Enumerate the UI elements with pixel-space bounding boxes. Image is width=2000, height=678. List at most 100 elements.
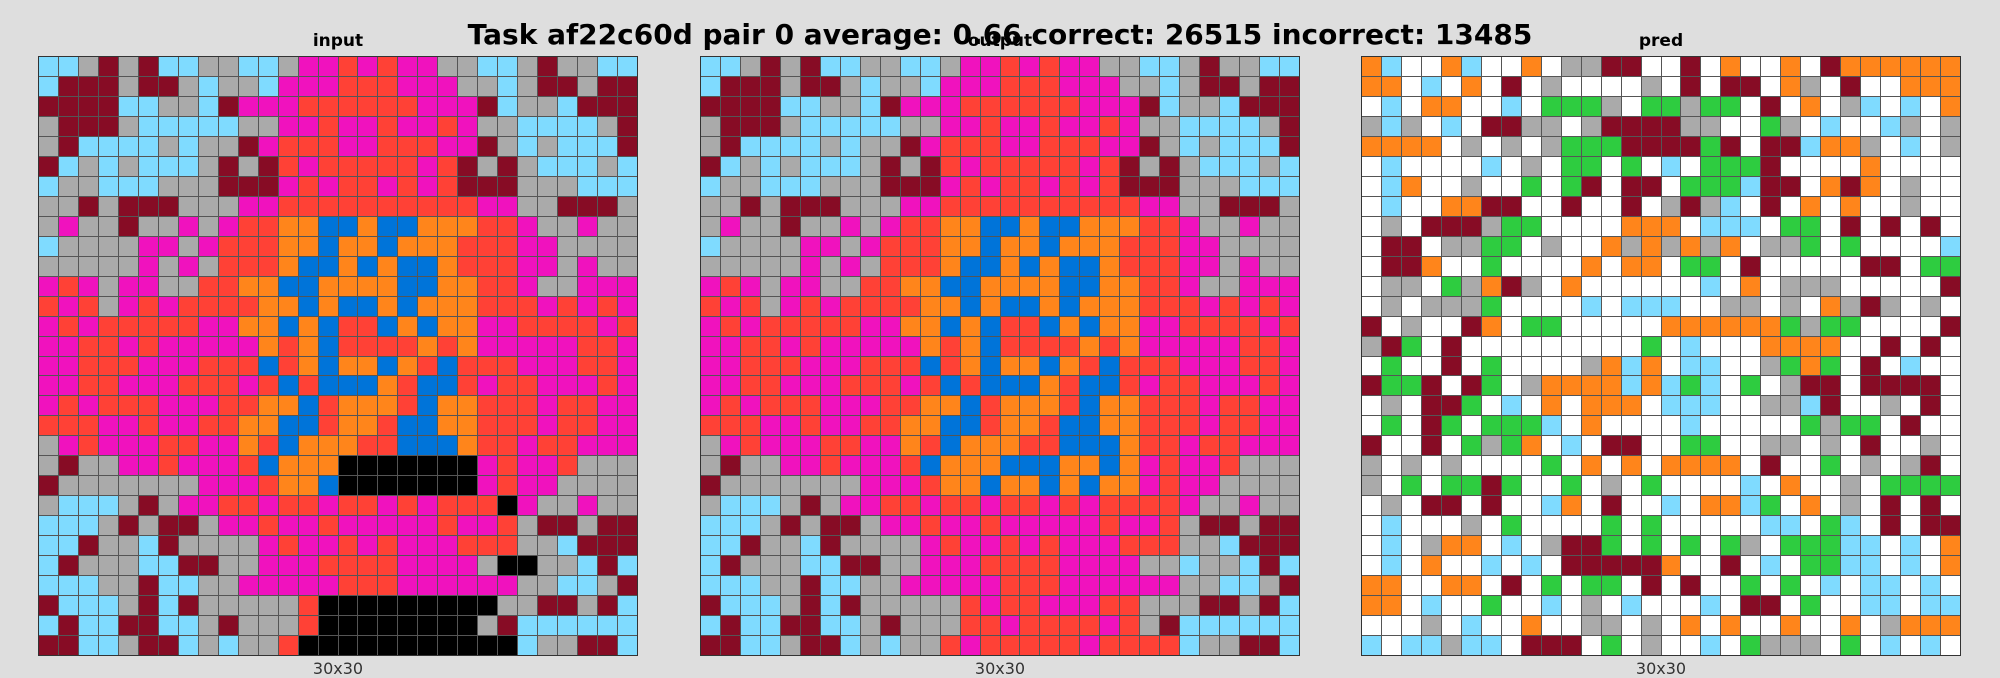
grid-cell [1781, 296, 1801, 316]
grid-cell [1381, 396, 1401, 416]
grid-cell [1080, 316, 1100, 336]
grid-cell [1240, 57, 1260, 76]
grid-cell [98, 336, 118, 356]
grid-cell [1040, 156, 1060, 176]
grid-cell [1581, 156, 1601, 176]
grid-cell [178, 76, 198, 96]
grid-cell [1220, 57, 1240, 76]
grid-cell [720, 216, 740, 236]
grid-cell [1481, 556, 1501, 576]
grid-cell [1220, 216, 1240, 236]
grid-cell [701, 96, 720, 116]
grid-cell [760, 216, 780, 236]
grid-cell [418, 556, 438, 576]
grid-cell [118, 596, 138, 616]
grid-cell [1861, 96, 1881, 116]
grid-cell [278, 136, 298, 156]
grid-cell [980, 116, 1000, 136]
grid-cell [1020, 57, 1040, 76]
grid-cell [198, 96, 218, 116]
grid-cell [880, 556, 900, 576]
grid-cell [820, 476, 840, 496]
grid-cell [701, 416, 720, 436]
grid-cell [178, 176, 198, 196]
grid-cell [1901, 556, 1921, 576]
grid-cell [558, 596, 578, 616]
grid-cell [1080, 496, 1100, 516]
grid-cell [1681, 216, 1701, 236]
grid-cell [598, 456, 618, 476]
grid-cell [1441, 496, 1461, 516]
grid-cell [1240, 276, 1260, 296]
grid-cell [1280, 296, 1299, 316]
grid-cell [458, 216, 478, 236]
grid-cell [178, 576, 198, 596]
grid-cell [58, 416, 78, 436]
grid-cell [701, 396, 720, 416]
grid-cell [1521, 436, 1541, 456]
grid-cell [1881, 396, 1901, 416]
grid-cell [158, 216, 178, 236]
grid-cell [860, 136, 880, 156]
grid-cell [1701, 76, 1721, 96]
grid-cell [298, 536, 318, 556]
grid-cell [538, 196, 558, 216]
grid-cell [1260, 576, 1280, 596]
grid-cell [158, 416, 178, 436]
grid-cell [1881, 456, 1901, 476]
grid-cell [1521, 296, 1541, 316]
grid-cell [840, 616, 860, 636]
grid-cell [920, 196, 940, 216]
grid-cell [1561, 396, 1581, 416]
grid-cell [478, 156, 498, 176]
grid-cell [1260, 96, 1280, 116]
grid-cell [118, 57, 138, 76]
grid-cell [558, 136, 578, 156]
grid-cell [1000, 136, 1020, 156]
grid-cell [338, 296, 358, 316]
grid-cell [198, 596, 218, 616]
grid-cell [780, 556, 800, 576]
grid-cell [478, 376, 498, 396]
grid-cell [498, 636, 518, 655]
grid-cell [1841, 536, 1861, 556]
grid-cell [900, 136, 920, 156]
grid-cell [358, 576, 378, 596]
grid-cell [238, 336, 258, 356]
grid-cell [1861, 216, 1881, 236]
grid-cell [1060, 296, 1080, 316]
grid-cell [1861, 576, 1881, 596]
grid-cell [1100, 576, 1120, 596]
grid-cell [1040, 96, 1060, 116]
grid-cell [1381, 616, 1401, 636]
grid-cell [378, 516, 398, 536]
grid-cell [618, 436, 637, 456]
grid-cell [458, 356, 478, 376]
grid-cell [980, 156, 1000, 176]
grid-cell [1761, 96, 1781, 116]
grid-cell [458, 596, 478, 616]
grid-cell [1140, 57, 1160, 76]
grid-cell [1481, 516, 1501, 536]
grid-cell [1501, 476, 1521, 496]
grid-cell [1821, 296, 1841, 316]
grid-cell [1200, 376, 1220, 396]
grid-cell [1881, 216, 1901, 236]
grid-cell [338, 316, 358, 336]
grid-cell [1921, 76, 1941, 96]
grid-cell [1901, 76, 1921, 96]
grid-cell [418, 636, 438, 655]
grid-cell [1901, 196, 1921, 216]
grid-cell [840, 396, 860, 416]
grid-cell [1362, 236, 1381, 256]
grid-cell [1120, 396, 1140, 416]
grid-cell [980, 576, 1000, 596]
grid-cell [1541, 576, 1561, 596]
grid-cell [1861, 296, 1881, 316]
grid-cell [1180, 336, 1200, 356]
grid-cell [800, 396, 820, 416]
grid-cell [1821, 636, 1841, 655]
grid-cell [98, 556, 118, 576]
grid-cell [1120, 176, 1140, 196]
grid-cell [1120, 436, 1140, 456]
